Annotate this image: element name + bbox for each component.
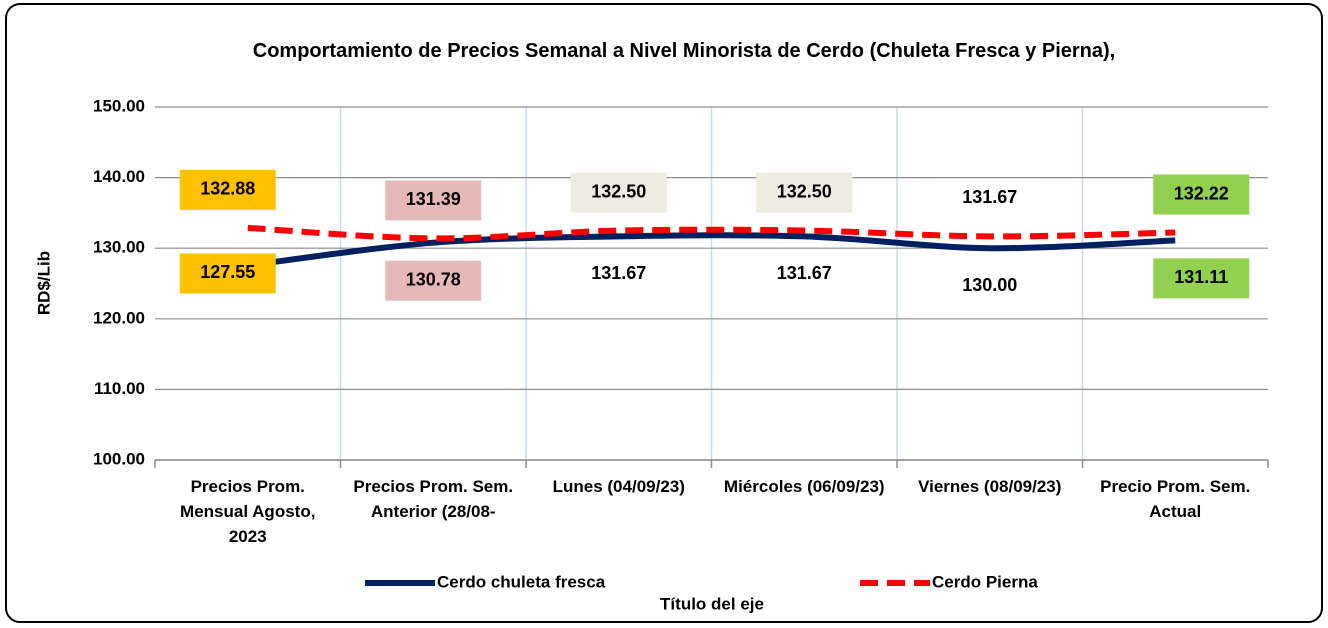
data-label: 131.67 xyxy=(962,187,1017,207)
data-label: 131.67 xyxy=(591,263,646,283)
x-tick-label: Lunes (04/09/23) xyxy=(553,477,685,496)
chart-title: Comportamiento de Precios Semanal a Nive… xyxy=(253,40,1115,62)
data-label: 131.67 xyxy=(777,263,832,283)
data-label: 132.50 xyxy=(591,181,646,201)
data-label: 132.88 xyxy=(200,179,255,199)
series-line xyxy=(247,224,1176,242)
data-label-box xyxy=(1153,258,1250,299)
data-label-box xyxy=(179,253,276,294)
data-label: 131.39 xyxy=(406,189,461,209)
y-tick-label: 120.00 xyxy=(93,308,145,327)
x-tick-label: Viernes (08/09/23) xyxy=(918,477,1061,496)
data-label: 130.00 xyxy=(962,275,1017,295)
data-label-box xyxy=(941,178,1038,219)
data-label-box xyxy=(385,260,482,301)
data-label: 131.11 xyxy=(1174,267,1228,287)
data-label: 127.55 xyxy=(200,262,255,282)
series-line xyxy=(247,232,1176,269)
data-label-box xyxy=(179,169,276,210)
legend-label: Cerdo chuleta fresca xyxy=(437,572,606,591)
data-label-box xyxy=(570,254,667,295)
legend-label: Cerdo Pierna xyxy=(932,572,1038,591)
data-label: 132.22 xyxy=(1174,183,1229,203)
x-tick-label: Miércoles (06/09/23) xyxy=(724,477,885,496)
chart-border xyxy=(5,3,1323,623)
y-tick-label: 110.00 xyxy=(94,379,145,398)
data-label-box xyxy=(756,254,853,295)
y-tick-label: 150.00 xyxy=(93,96,145,115)
x-tick-label: Precios Prom. Sem. Anterior (28/08- xyxy=(353,477,513,521)
data-label-box xyxy=(941,266,1038,307)
data-label: 130.78 xyxy=(406,269,461,289)
data-label-box xyxy=(385,180,482,221)
y-tick-label: 130.00 xyxy=(93,238,145,257)
x-axis-label: Título del eje xyxy=(660,594,764,613)
y-tick-label: 140.00 xyxy=(93,167,145,186)
data-label-box xyxy=(756,172,853,213)
y-tick-label: 100.00 xyxy=(93,449,145,468)
data-label-box xyxy=(1153,174,1250,215)
data-label-box xyxy=(570,172,667,213)
data-label: 132.50 xyxy=(777,181,832,201)
x-tick-label: Precio Prom. Sem. Actual xyxy=(1100,477,1250,521)
x-tick-label: Precios Prom. Mensual Agosto, 2023 xyxy=(180,477,315,546)
y-axis-label: RD$/Lib xyxy=(34,251,53,315)
